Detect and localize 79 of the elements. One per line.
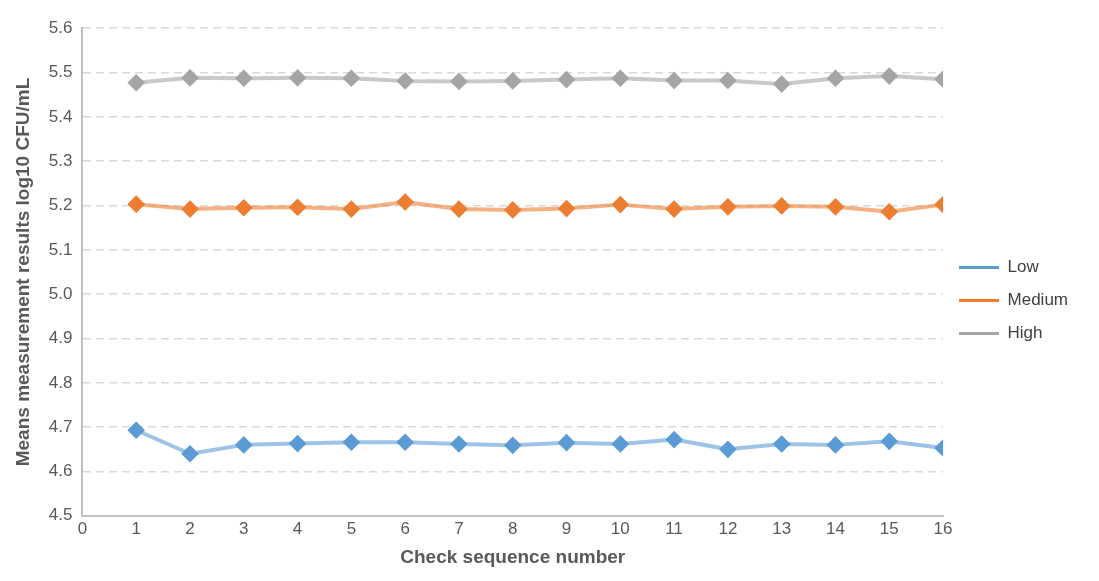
point [827, 198, 844, 215]
point [558, 434, 575, 451]
point [719, 441, 736, 458]
x-tick-label: 12 [718, 518, 738, 538]
point [128, 74, 145, 91]
point [719, 198, 736, 215]
x-tick-label: 16 [933, 518, 953, 538]
point [235, 70, 252, 87]
x-tick-label: 15 [879, 518, 899, 538]
y-tick-label: 4.5 [48, 505, 73, 525]
y-tick-label: 4.7 [48, 416, 73, 436]
point [182, 69, 199, 86]
point [343, 201, 360, 218]
point [773, 76, 790, 93]
point [773, 435, 790, 452]
y-axis-title: Means measurement results log10 CFU/mL [11, 77, 33, 467]
x-tick-label: 13 [772, 518, 792, 538]
y-tick-label: 5.3 [48, 150, 73, 170]
point [504, 72, 521, 89]
y-tick-label: 4.6 [48, 461, 73, 481]
y-tick-label: 5.1 [48, 239, 73, 259]
point [128, 196, 145, 213]
point [235, 436, 252, 453]
y-tick-label: 4.8 [48, 372, 73, 392]
legend-label: Low [1007, 257, 1040, 277]
point [827, 70, 844, 87]
x-tick-label: 10 [610, 518, 630, 538]
legend-label: High [1007, 323, 1043, 343]
y-tick-label: 5.5 [48, 62, 73, 82]
point [397, 72, 414, 89]
x-tick-label: 7 [454, 518, 464, 538]
point [827, 436, 844, 453]
x-tick-label: 8 [508, 518, 518, 538]
y-tick-label: 5.4 [48, 106, 73, 126]
point [612, 196, 629, 213]
point [881, 203, 898, 220]
point [343, 70, 360, 87]
point [881, 433, 898, 450]
point [450, 201, 467, 218]
x-tick-label: 6 [400, 518, 410, 538]
point [128, 422, 145, 439]
point [558, 200, 575, 217]
point [397, 434, 414, 451]
point [397, 193, 414, 210]
point [666, 431, 683, 448]
x-tick-label: 2 [185, 518, 195, 538]
x-tick-label: 11 [665, 518, 683, 538]
point [235, 199, 252, 216]
point [612, 435, 629, 452]
point [666, 201, 683, 218]
point [289, 435, 306, 452]
point [612, 70, 629, 87]
y-tick-label: 4.9 [48, 328, 73, 348]
x-tick-label: 3 [239, 518, 249, 538]
legend-label: Medium [1007, 290, 1069, 310]
point [881, 68, 898, 85]
y-tick-label: 5.2 [48, 195, 73, 215]
x-tick-label: 14 [826, 518, 845, 538]
point [182, 201, 199, 218]
point [773, 197, 790, 214]
x-axis-title: Check sequence number [400, 545, 626, 567]
point [504, 437, 521, 454]
x-tick-label: 5 [346, 518, 357, 538]
point [182, 445, 199, 462]
point [289, 199, 306, 216]
point [719, 72, 736, 89]
x-tick-label: 4 [292, 518, 303, 538]
point [558, 71, 575, 88]
point [666, 72, 683, 89]
x-tick-label: 1 [131, 518, 141, 538]
y-tick-label: 5.0 [48, 283, 73, 303]
point [504, 201, 521, 218]
x-tick-label: 0 [77, 518, 88, 538]
y-tick-label: 5.6 [48, 17, 73, 37]
point [289, 69, 306, 86]
x-tick-label: 9 [561, 518, 572, 538]
point [450, 435, 467, 452]
point [343, 434, 360, 451]
point [450, 73, 467, 90]
